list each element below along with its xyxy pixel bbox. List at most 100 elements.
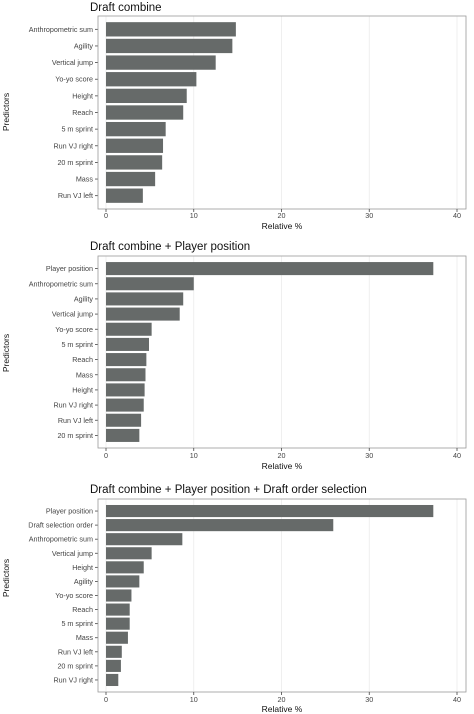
panel-frame <box>97 15 467 210</box>
bar <box>106 22 236 37</box>
category-label: Agility <box>74 294 94 303</box>
x-tick-label: 10 <box>190 695 198 704</box>
x-tick-label: 40 <box>453 211 461 220</box>
category-label: 5 m sprint <box>61 619 93 628</box>
category-label: 5 m sprint <box>61 340 93 349</box>
category-label: Run VJ right <box>53 401 93 410</box>
bar <box>106 645 122 658</box>
bar <box>106 413 142 427</box>
category-label: Mass <box>76 633 94 642</box>
x-tick-label: 30 <box>365 451 373 460</box>
x-tick-label: 20 <box>278 695 286 704</box>
x-tick-label: 10 <box>190 211 198 220</box>
bar <box>106 353 147 367</box>
bar <box>106 171 156 187</box>
x-tick-label: 0 <box>104 451 108 460</box>
panel-title: Draft combine + Player position + Draft … <box>90 484 367 496</box>
panel-title: Draft combine + Player position <box>90 241 250 253</box>
bar <box>106 575 140 588</box>
category-label: Run VJ left <box>58 647 93 656</box>
category-label: 20 m sprint <box>57 431 93 440</box>
x-tick-label: 20 <box>278 211 286 220</box>
x-axis-title: Relative % <box>262 461 303 471</box>
category-label: Draft selection order <box>28 521 93 530</box>
bar <box>106 188 143 203</box>
bar <box>106 337 149 351</box>
category-label: 20 m sprint <box>57 661 93 670</box>
bar <box>106 88 187 104</box>
bar <box>106 262 434 276</box>
bar <box>106 155 163 170</box>
y-axis-title: Predictors <box>1 93 11 131</box>
y-axis-title: Predictors <box>1 559 11 597</box>
bar <box>106 519 334 532</box>
bar <box>106 603 130 616</box>
category-label: Reach <box>72 355 93 364</box>
bar <box>106 504 434 518</box>
category-label: Run VJ left <box>58 416 93 425</box>
category-label: Run VJ left <box>58 191 93 200</box>
bar <box>106 138 164 153</box>
bar <box>106 307 180 321</box>
bar <box>106 659 121 672</box>
bar <box>106 383 145 397</box>
x-tick-label: 20 <box>278 451 286 460</box>
category-label: Reach <box>72 108 93 117</box>
bar <box>106 72 197 87</box>
x-tick-label: 0 <box>104 695 108 704</box>
category-label: Run VJ right <box>53 675 93 684</box>
category-label: Agility <box>74 577 94 586</box>
category-label: 5 m sprint <box>61 125 93 134</box>
bar <box>106 105 184 120</box>
y-axis-title: Predictors <box>1 334 11 372</box>
category-label: Agility <box>74 41 94 50</box>
bar <box>106 561 144 574</box>
bar <box>106 38 233 54</box>
bar <box>106 292 184 306</box>
bar <box>106 673 119 687</box>
x-tick-label: 30 <box>365 695 373 704</box>
bar <box>106 368 146 382</box>
x-tick-label: 0 <box>104 211 108 220</box>
category-label: Vertical jump <box>52 549 93 558</box>
bar <box>106 533 183 546</box>
category-label: Height <box>72 91 93 100</box>
x-tick-label: 30 <box>365 211 373 220</box>
category-label: Player position <box>46 507 93 516</box>
bar <box>106 617 130 630</box>
x-tick-label: 40 <box>453 451 461 460</box>
bar <box>106 631 128 644</box>
x-axis-title: Relative % <box>262 704 303 714</box>
bar <box>106 428 140 442</box>
bar <box>106 547 152 560</box>
bar <box>106 398 144 412</box>
category-label: Vertical jump <box>52 58 93 67</box>
category-label: Yo-yo score <box>55 75 93 84</box>
category-label: Vertical jump <box>52 310 93 319</box>
x-axis-title: Relative % <box>262 221 303 231</box>
category-label: Mass <box>76 175 94 184</box>
category-label: Yo-yo score <box>55 591 93 600</box>
category-label: Run VJ right <box>53 141 93 150</box>
category-label: Yo-yo score <box>55 325 93 334</box>
panel-frame <box>97 255 467 449</box>
category-label: 20 m sprint <box>57 158 93 167</box>
category-label: Height <box>72 563 93 572</box>
category-label: Height <box>72 385 93 394</box>
bar <box>106 277 194 291</box>
panel-title: Draft combine <box>90 2 162 14</box>
bar <box>106 121 166 137</box>
bar <box>106 55 216 70</box>
x-tick-label: 40 <box>453 695 461 704</box>
category-label: Mass <box>76 370 94 379</box>
category-label: Player position <box>46 264 93 273</box>
x-tick-label: 10 <box>190 451 198 460</box>
bar <box>106 589 132 602</box>
bar <box>106 322 152 336</box>
panel-frame <box>97 498 467 693</box>
category-label: Anthropometric sum <box>29 279 93 288</box>
category-label: Anthropometric sum <box>29 25 93 34</box>
category-label: Anthropometric sum <box>29 535 93 544</box>
category-label: Reach <box>72 605 93 614</box>
